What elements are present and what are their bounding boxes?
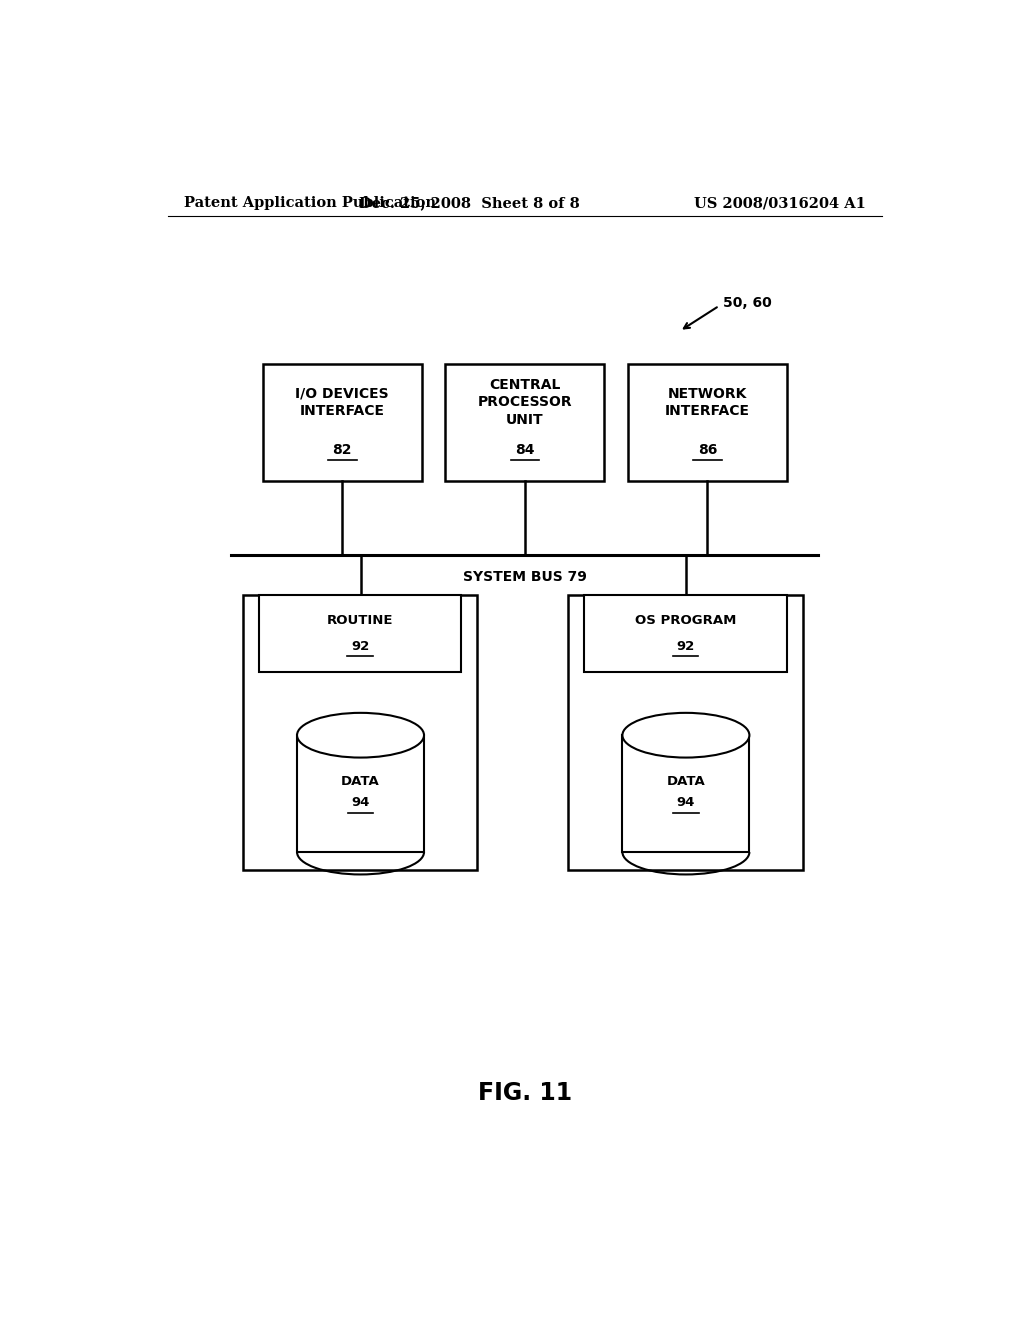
Text: 94: 94 [677,796,695,809]
Text: 90: 90 [350,628,370,642]
Ellipse shape [623,713,750,758]
Bar [445,364,604,480]
Text: 92: 92 [677,640,694,653]
Text: 84: 84 [515,442,535,457]
Text: 94: 94 [351,796,370,809]
Bar [568,595,803,870]
Text: 86: 86 [697,442,717,457]
Text: OS PROGRAM: OS PROGRAM [635,614,736,627]
Bar [623,735,750,853]
Text: FIG. 11: FIG. 11 [478,1081,571,1105]
Ellipse shape [297,713,424,758]
Text: MEMORY: MEMORY [326,612,394,627]
Text: DATA: DATA [667,775,706,788]
Text: Patent Application Publication: Patent Application Publication [183,197,435,210]
Text: 92: 92 [351,640,370,653]
Text: CENTRAL
PROCESSOR
UNIT: CENTRAL PROCESSOR UNIT [477,378,572,426]
Bar [585,595,786,672]
Bar [243,595,477,870]
Text: 50, 60: 50, 60 [723,296,772,310]
Bar [297,735,424,853]
Text: I/O DEVICES
INTERFACE: I/O DEVICES INTERFACE [296,387,389,418]
Bar [628,364,786,480]
Bar [259,595,461,672]
Text: NETWORK
INTERFACE: NETWORK INTERFACE [665,387,750,418]
Text: ROUTINE: ROUTINE [327,614,393,627]
Text: 82: 82 [333,442,352,457]
Text: DISK STORAGE: DISK STORAGE [628,612,743,627]
Text: SYSTEM BUS 79: SYSTEM BUS 79 [463,570,587,583]
Text: US 2008/0316204 A1: US 2008/0316204 A1 [694,197,866,210]
Bar [263,364,422,480]
Text: 95: 95 [676,628,695,642]
Text: DATA: DATA [341,775,380,788]
Text: Dec. 25, 2008  Sheet 8 of 8: Dec. 25, 2008 Sheet 8 of 8 [358,197,580,210]
